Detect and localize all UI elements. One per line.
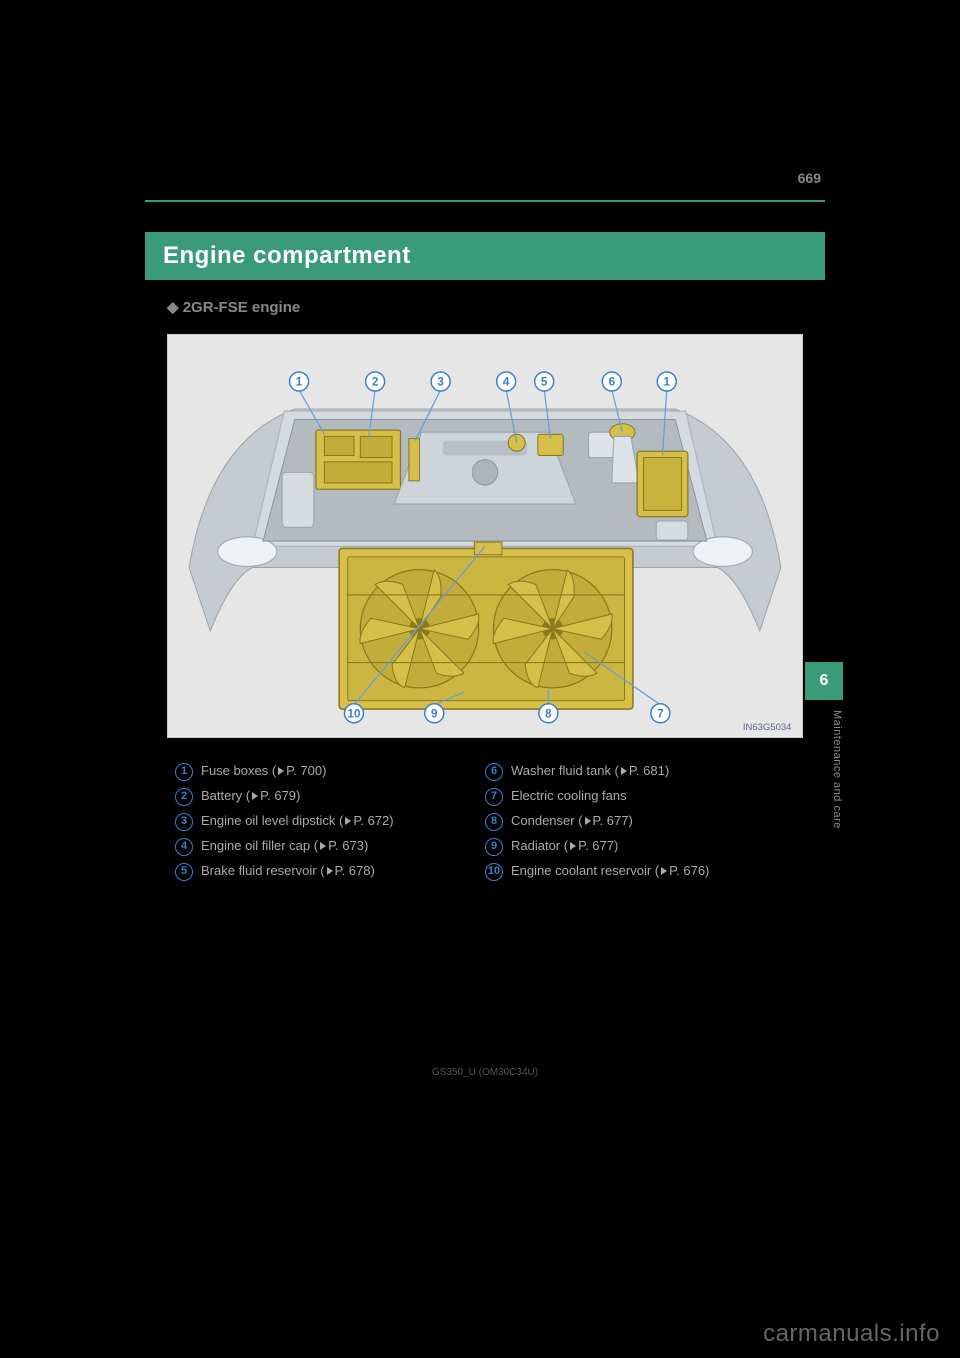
callout-2: 2 xyxy=(366,372,385,391)
footer-model-code: GS350_U (OM30C34U) xyxy=(145,887,825,1078)
legend-number-badge: 7 xyxy=(485,788,503,806)
page-header: 6-3. Do-it-yourself maintenance 669 xyxy=(145,170,825,202)
callout-8: 8 xyxy=(539,704,558,723)
legend-number-badge: 3 xyxy=(175,813,193,831)
legend-text: Battery (P. 679) xyxy=(201,787,300,805)
legend-number-badge: 5 xyxy=(175,863,193,881)
callout-4: 4 xyxy=(497,372,516,391)
legend-text: Washer fluid tank (P. 681) xyxy=(511,762,669,780)
engine-diagram-svg: IN63G5034 1 2 3 4 5 6 1 10 xyxy=(168,335,802,737)
section-title: Engine compartment xyxy=(145,232,825,280)
legend-item: 3 Engine oil level dipstick (P. 672) xyxy=(175,812,485,831)
engine-diagram: IN63G5034 1 2 3 4 5 6 1 10 xyxy=(167,334,803,738)
legend-column-right: 6 Washer fluid tank (P. 681) 7 Electric coo… xyxy=(485,762,795,887)
callout-5: 5 xyxy=(535,372,554,391)
page-ref-arrow-icon xyxy=(252,792,258,800)
callout-1b: 1 xyxy=(657,372,676,391)
page-ref-arrow-icon xyxy=(585,817,591,825)
diagram-image-code: IN63G5034 xyxy=(743,722,792,733)
legend: 1 Fuse boxes (P. 700) 2 Battery (P. 679) 3 En… xyxy=(145,754,825,887)
legend-item: 8 Condenser (P. 677) xyxy=(485,812,795,831)
page-ref-arrow-icon xyxy=(320,842,326,850)
svg-text:10: 10 xyxy=(348,708,361,721)
page-ref-arrow-icon xyxy=(661,867,667,875)
svg-text:5: 5 xyxy=(541,376,548,389)
page-ref-arrow-icon xyxy=(278,767,284,775)
svg-text:3: 3 xyxy=(437,376,444,389)
legend-item: 5 Brake fluid reservoir (P. 678) xyxy=(175,862,485,881)
legend-text: Radiator (P. 677) xyxy=(511,837,618,855)
svg-text:1: 1 xyxy=(664,376,671,389)
chapter-side-label: Maintenance and care xyxy=(805,710,843,829)
page-ref-arrow-icon xyxy=(621,767,627,775)
svg-text:9: 9 xyxy=(431,708,438,721)
chapter-number: 6 xyxy=(820,672,829,690)
callout-7: 7 xyxy=(651,704,670,723)
svg-text:2: 2 xyxy=(372,376,378,389)
section-path: 6-3. Do-it-yourself maintenance xyxy=(149,170,372,188)
callout-9: 9 xyxy=(425,704,444,723)
legend-text: Engine oil level dipstick (P. 672) xyxy=(201,812,394,830)
engine-model-subtitle: ◆ 2GR-FSE engine xyxy=(145,280,825,326)
page-number: 669 xyxy=(798,170,821,186)
legend-text: Condenser (P. 677) xyxy=(511,812,633,830)
legend-number-badge: 2 xyxy=(175,788,193,806)
page-ref-arrow-icon xyxy=(570,842,576,850)
legend-item: 4 Engine oil filler cap (P. 673) xyxy=(175,837,485,856)
legend-text: Engine oil filler cap (P. 673) xyxy=(201,837,368,855)
legend-text: Electric cooling fans xyxy=(511,787,627,805)
svg-text:6: 6 xyxy=(609,376,616,389)
legend-text: Engine coolant reservoir (P. 676) xyxy=(511,862,709,880)
legend-number-badge: 8 xyxy=(485,813,503,831)
legend-column-left: 1 Fuse boxes (P. 700) 2 Battery (P. 679) 3 En… xyxy=(175,762,485,887)
callout-3: 3 xyxy=(431,372,450,391)
legend-number-badge: 6 xyxy=(485,763,503,781)
legend-text: Fuse boxes (P. 700) xyxy=(201,762,326,780)
page-ref-arrow-icon xyxy=(345,817,351,825)
legend-item: 6 Washer fluid tank (P. 681) xyxy=(485,762,795,781)
legend-item: 7 Electric cooling fans xyxy=(485,787,795,806)
svg-text:8: 8 xyxy=(545,708,552,721)
legend-text: Brake fluid reservoir (P. 678) xyxy=(201,862,375,880)
manual-page: 6-3. Do-it-yourself maintenance 669 Engi… xyxy=(145,170,825,1170)
legend-item: 1 Fuse boxes (P. 700) xyxy=(175,762,485,781)
legend-number-badge: 4 xyxy=(175,838,193,856)
legend-number-badge: 9 xyxy=(485,838,503,856)
chapter-tab: 6 xyxy=(805,662,843,700)
watermark: carmanuals.info xyxy=(763,1320,940,1348)
callout-10: 10 xyxy=(344,704,363,723)
svg-text:7: 7 xyxy=(657,708,663,721)
legend-number-badge: 1 xyxy=(175,763,193,781)
svg-text:4: 4 xyxy=(503,376,510,389)
legend-item: 2 Battery (P. 679) xyxy=(175,787,485,806)
svg-text:1: 1 xyxy=(296,376,303,389)
legend-item: 9 Radiator (P. 677) xyxy=(485,837,795,856)
callout-6: 6 xyxy=(602,372,621,391)
page-ref-arrow-icon xyxy=(327,867,333,875)
legend-number-badge: 10 xyxy=(485,863,503,881)
callout-1: 1 xyxy=(290,372,309,391)
legend-item: 10 Engine coolant reservoir (P. 676) xyxy=(485,862,795,881)
